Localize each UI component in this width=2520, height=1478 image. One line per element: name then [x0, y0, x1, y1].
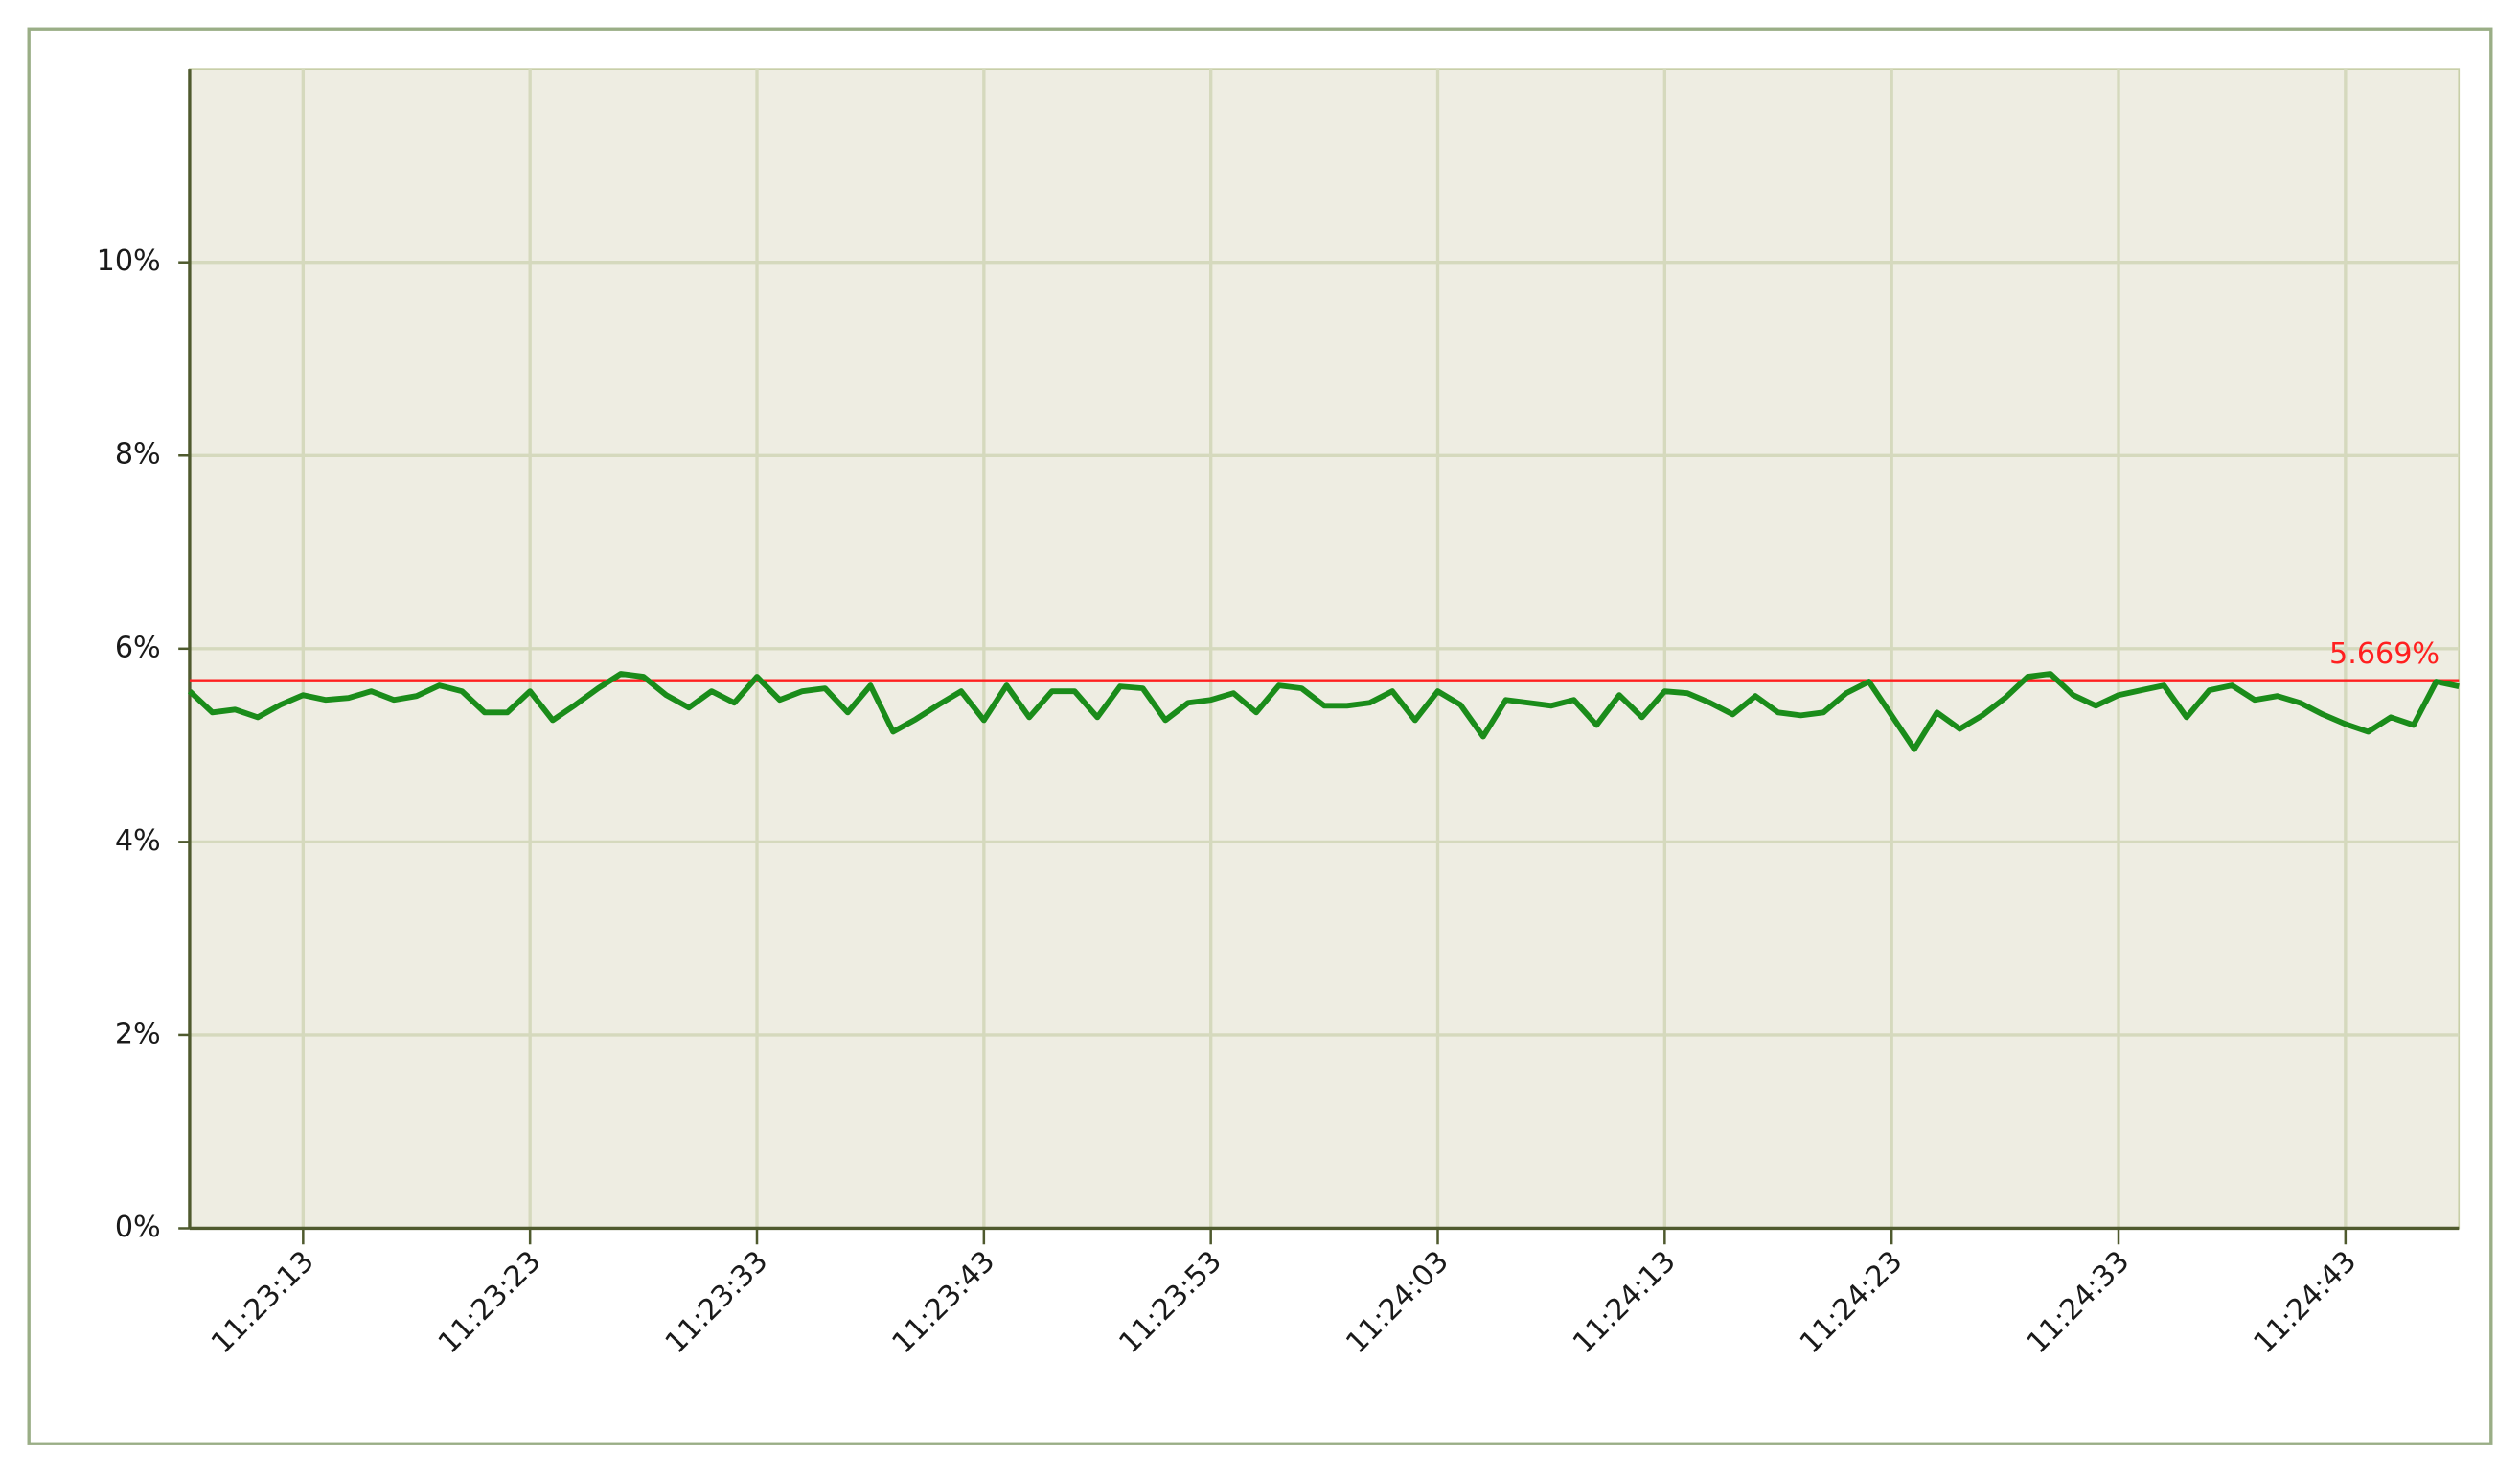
y-tick-label: 0%	[115, 1211, 161, 1244]
reference-label: 5.669%	[2329, 637, 2440, 671]
data-line	[187, 671, 2460, 752]
y-tick-label: 6%	[115, 631, 161, 664]
y-tick-label: 4%	[115, 824, 161, 858]
y-tick-label: 8%	[115, 438, 161, 472]
y-tick-label: 2%	[115, 1017, 161, 1051]
y-tick-label: 10%	[97, 244, 161, 278]
